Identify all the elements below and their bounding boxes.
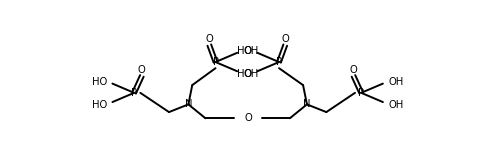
Text: N: N	[303, 99, 311, 109]
Text: O: O	[205, 34, 213, 44]
Text: P: P	[276, 57, 282, 67]
Text: OH: OH	[243, 69, 258, 79]
Text: HO: HO	[237, 69, 252, 79]
Text: O: O	[281, 34, 289, 44]
Text: O: O	[349, 65, 357, 75]
Text: HO: HO	[237, 46, 252, 56]
Text: HO: HO	[92, 77, 107, 87]
Text: P: P	[131, 88, 137, 98]
Text: HO: HO	[92, 100, 107, 110]
Text: P: P	[212, 57, 218, 67]
Text: O: O	[244, 113, 252, 123]
Text: O: O	[138, 65, 146, 75]
Text: OH: OH	[388, 100, 404, 110]
Text: N: N	[184, 99, 192, 109]
Text: OH: OH	[243, 46, 258, 56]
Text: OH: OH	[388, 77, 404, 87]
Text: P: P	[358, 88, 364, 98]
